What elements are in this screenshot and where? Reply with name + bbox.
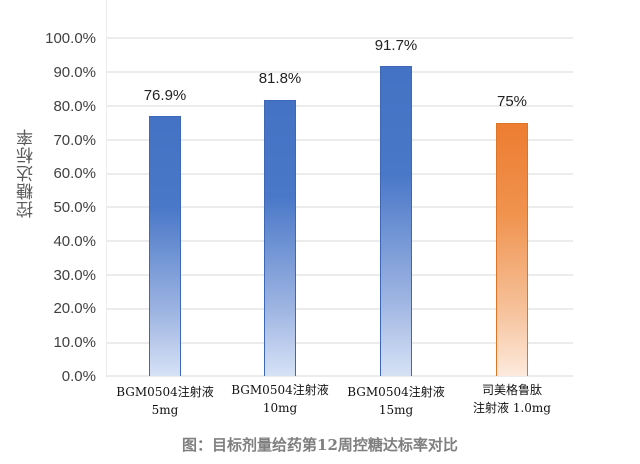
bar-semaglutide-1mg <box>496 123 528 376</box>
gridline-10 <box>107 342 573 344</box>
ytick-label: 60.0% <box>53 165 96 182</box>
gridline-40 <box>107 240 573 242</box>
x-category-label: 司美格鲁肽 注射液 1.0mg <box>452 381 572 417</box>
x-label-line2: 5mg <box>151 403 179 417</box>
data-label: 75% <box>496 93 528 110</box>
gridline-90 <box>107 71 573 73</box>
x-label-line1: BGM0504注射液 <box>347 385 445 399</box>
plot-area-left-border <box>106 0 107 378</box>
gridline-60 <box>107 173 573 175</box>
gridline-20 <box>107 308 573 310</box>
ytick-label: 80.0% <box>53 98 96 115</box>
x-category-label: BGM0504注射液 10mg <box>220 381 340 417</box>
bar-bgm0504-5mg <box>149 116 181 376</box>
x-label-line1: 司美格鲁肽 <box>481 383 542 397</box>
ytick-label: 0.0% <box>61 368 96 385</box>
gridline-70 <box>107 139 573 141</box>
x-label-line2: 10mg <box>262 401 298 415</box>
x-label-line1: BGM0504注射液 <box>116 385 214 399</box>
ytick-label: 100.0% <box>45 30 96 47</box>
x-category-label: BGM0504注射液 5mg <box>105 383 225 419</box>
x-label-line2: 注射液 1.0mg <box>473 401 551 415</box>
data-label: 81.8% <box>258 70 302 87</box>
gridline-50 <box>107 206 573 208</box>
x-label-line2: 15mg <box>378 403 414 417</box>
x-label-line1: BGM0504注射液 <box>231 383 329 397</box>
bar-bgm0504-10mg <box>264 100 296 376</box>
bar-bgm0504-15mg <box>380 66 412 376</box>
ytick-label: 20.0% <box>53 300 96 317</box>
ytick-label: 30.0% <box>53 267 96 284</box>
gridline-30 <box>107 274 573 276</box>
data-label: 91.7% <box>374 37 418 54</box>
ytick-label: 40.0% <box>53 233 96 250</box>
gridline-0 <box>107 375 573 377</box>
data-label: 76.9% <box>143 87 187 104</box>
figure-caption: 图：目标剂量给药第12周控糖达标率对比 <box>182 436 458 454</box>
ytick-label: 10.0% <box>53 334 96 351</box>
ytick-label: 50.0% <box>53 199 96 216</box>
gridline-80 <box>107 105 573 107</box>
y-axis-title: 控糖达标率 <box>17 128 37 218</box>
ytick-label: 90.0% <box>53 64 96 81</box>
x-category-label: BGM0504注射液 15mg <box>336 383 456 419</box>
ytick-label: 70.0% <box>53 132 96 149</box>
gridline-100 <box>107 37 573 39</box>
